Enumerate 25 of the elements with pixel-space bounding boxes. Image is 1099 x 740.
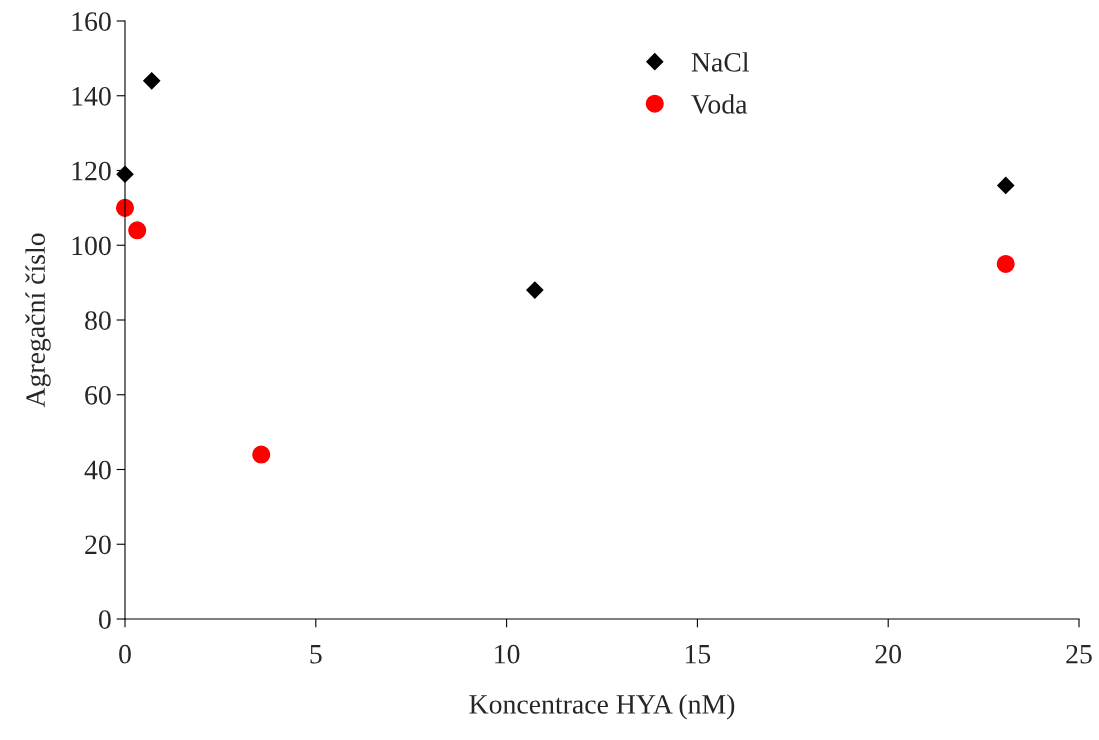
y-tick-label: 60 [85,385,111,405]
x-tick-label: 25 [1066,644,1092,664]
point [996,254,1015,273]
point [252,445,271,464]
point [143,72,161,90]
x-tick-label: 20 [875,644,902,664]
legend-label: NaCl [691,52,749,72]
x-tick-label: 10 [495,644,520,664]
point [526,281,544,299]
y-axis-title: Agregační číslo [25,233,51,408]
y-tick-label: 160 [72,12,111,31]
y-tick-label: 20 [85,535,111,555]
y-tick-label: 0 [98,610,111,629]
point [128,221,147,240]
x-tick-label: 15 [685,644,711,664]
x-tick-label: 5 [310,645,322,664]
y-tick-label: 120 [72,161,111,181]
y-tick-label: 40 [84,460,111,480]
x-tick-label: 0 [119,644,131,664]
point [997,176,1015,195]
y-tick-label: 100 [72,236,111,256]
y-tick-label: 80 [85,311,111,330]
y-tick-label: 140 [72,86,111,106]
x-axis-title: Koncentrace HYA (nM) [469,694,735,720]
legend-label: Voda [691,94,748,114]
